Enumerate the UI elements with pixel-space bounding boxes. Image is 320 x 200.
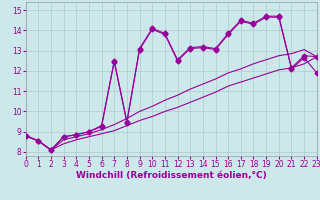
X-axis label: Windchill (Refroidissement éolien,°C): Windchill (Refroidissement éolien,°C) (76, 171, 267, 180)
